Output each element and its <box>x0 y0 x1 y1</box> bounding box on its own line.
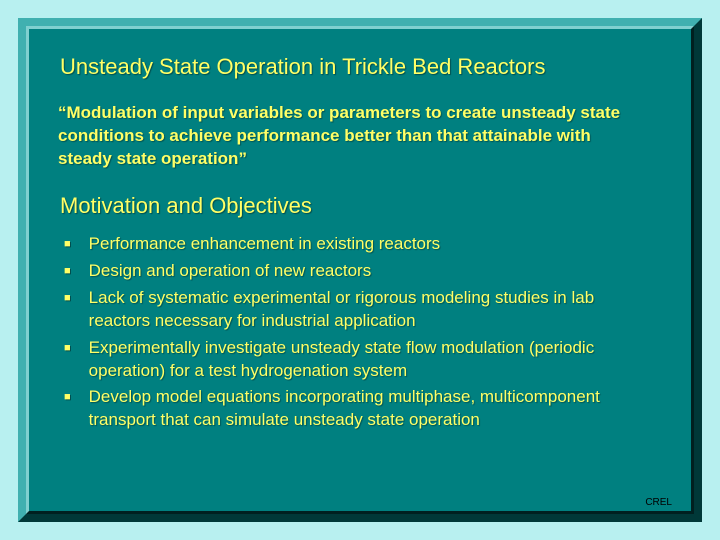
slide-outer: Unsteady State Operation in Trickle Bed … <box>0 0 720 540</box>
slide-content: Unsteady State Operation in Trickle Bed … <box>26 26 694 514</box>
definition-quote: “Modulation of input variables or parame… <box>58 102 638 171</box>
bullet-text: Performance enhancement in existing reac… <box>89 233 441 256</box>
section-title: Motivation and Objectives <box>60 193 666 219</box>
bullet-text: Design and operation of new reactors <box>89 260 372 283</box>
list-item: ■ Experimentally investigate unsteady st… <box>64 337 666 383</box>
square-bullet-icon: ■ <box>64 391 71 403</box>
bullet-text: Develop model equations incorporating mu… <box>89 386 649 432</box>
list-item: ■ Lack of systematic experimental or rig… <box>64 287 666 333</box>
slide-frame: Unsteady State Operation in Trickle Bed … <box>18 18 702 522</box>
list-item: ■ Performance enhancement in existing re… <box>64 233 666 256</box>
square-bullet-icon: ■ <box>64 265 71 277</box>
bullet-list: ■ Performance enhancement in existing re… <box>64 233 666 433</box>
square-bullet-icon: ■ <box>64 292 71 304</box>
main-title: Unsteady State Operation in Trickle Bed … <box>60 54 666 80</box>
square-bullet-icon: ■ <box>64 342 71 354</box>
square-bullet-icon: ■ <box>64 238 71 250</box>
footer-label: CREL <box>645 497 672 508</box>
list-item: ■ Develop model equations incorporating … <box>64 386 666 432</box>
bullet-text: Experimentally investigate unsteady stat… <box>89 337 649 383</box>
bullet-text: Lack of systematic experimental or rigor… <box>89 287 649 333</box>
list-item: ■ Design and operation of new reactors <box>64 260 666 283</box>
